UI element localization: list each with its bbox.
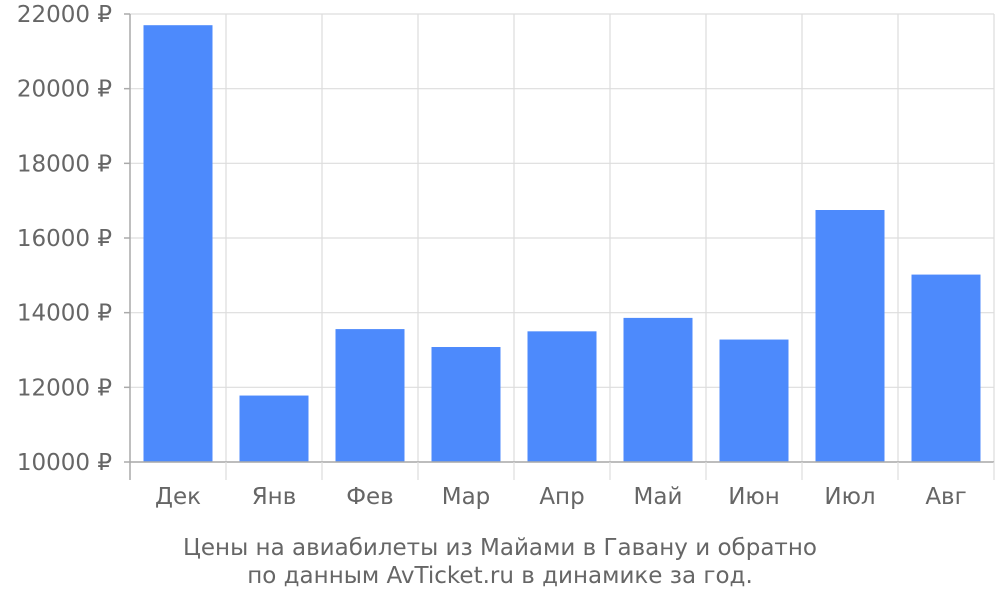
x-tick-label: Янв xyxy=(252,484,297,510)
bar xyxy=(527,331,597,462)
x-tick-label: Июн xyxy=(728,484,780,510)
x-tick-label: Фев xyxy=(346,484,394,510)
bar xyxy=(623,317,693,462)
bar xyxy=(335,329,405,462)
x-tick-label: Май xyxy=(634,484,683,510)
y-axis-labels: 10000 ₽ 12000 ₽ 14000 ₽ 16000 ₽ 18000 ₽ 20000… xyxy=(17,2,112,476)
bar xyxy=(143,25,213,462)
grid xyxy=(130,13,995,463)
y-tick-label: 22000 ₽ xyxy=(17,2,112,28)
y-tick-label: 10000 ₽ xyxy=(17,450,112,476)
bars xyxy=(143,25,981,462)
x-tick-label: Дек xyxy=(155,484,201,510)
bar xyxy=(239,395,309,462)
axes xyxy=(124,13,995,480)
x-axis-labels: Дек Янв Фев Мар Апр Май Июн Июл Авг xyxy=(155,484,967,510)
bar xyxy=(431,347,501,462)
x-tick-label: Июл xyxy=(824,484,875,510)
y-tick-label: 14000 ₽ xyxy=(17,301,112,327)
bar xyxy=(911,274,981,462)
bar xyxy=(719,339,789,462)
bar-chart: 10000 ₽ 12000 ₽ 14000 ₽ 16000 ₽ 18000 ₽ 20000… xyxy=(17,2,995,510)
x-tick-label: Авг xyxy=(925,484,966,510)
chart-caption-line-2: по данным AvTicket.ru в динамике за год. xyxy=(247,563,753,589)
x-tick-label: Мар xyxy=(442,484,491,510)
y-tick-label: 20000 ₽ xyxy=(17,77,112,103)
chart-caption-line-1: Цены на авиабилеты из Майами в Гавану и … xyxy=(183,535,817,561)
y-tick-label: 18000 ₽ xyxy=(17,151,112,177)
y-tick-label: 12000 ₽ xyxy=(17,375,112,401)
bar xyxy=(815,210,885,462)
x-tick-label: Апр xyxy=(539,484,584,510)
y-tick-label: 16000 ₽ xyxy=(17,226,112,252)
